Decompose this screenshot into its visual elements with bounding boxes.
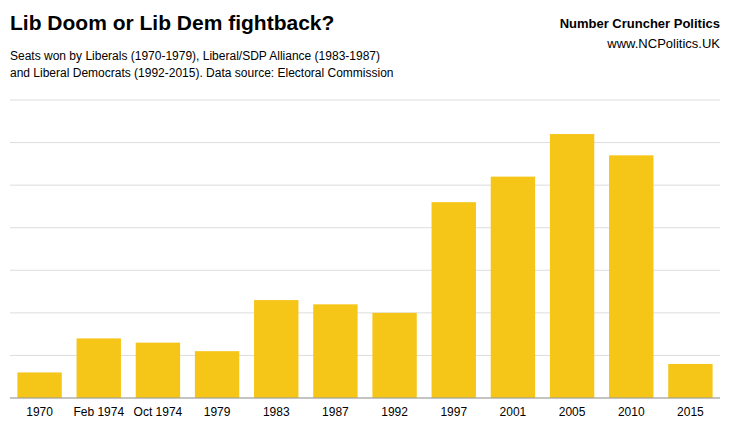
- bar: [17, 372, 61, 398]
- bar: [195, 351, 239, 398]
- title: Lib Doom or Lib Dem fightback?: [10, 11, 334, 34]
- x-tick-label: Feb 1974: [73, 405, 124, 419]
- bar: [77, 338, 121, 398]
- x-tick-label: 1992: [381, 405, 408, 419]
- grid: [10, 100, 720, 398]
- grid-line: [10, 398, 720, 399]
- x-tick-label: Oct 1974: [134, 405, 183, 419]
- subtitle: Seats won by Liberals (1970-1979), Liber…: [10, 49, 380, 63]
- bar: [491, 177, 535, 398]
- bar: [254, 300, 298, 398]
- x-tick-label: 1979: [204, 405, 231, 419]
- grid-line: [10, 142, 720, 143]
- x-tick-label: 1997: [440, 405, 467, 419]
- x-tick-label: 1970: [26, 405, 53, 419]
- bar: [372, 313, 416, 398]
- bars: [17, 134, 712, 398]
- x-tick-label: 1983: [263, 405, 290, 419]
- background: [0, 0, 730, 430]
- x-tick-label: 1987: [322, 405, 349, 419]
- baseline: [10, 398, 720, 399]
- x-tick-label: 2005: [559, 405, 586, 419]
- bar: [313, 304, 357, 398]
- bar: [136, 343, 180, 398]
- annotation: www.NCPolitics.UK: [606, 36, 720, 51]
- annotation: Number Cruncher Politics: [560, 16, 720, 31]
- chart: Lib Doom or Lib Dem fightback? Seats won …: [0, 0, 730, 430]
- subtitle: and Liberal Democrats (1992-2015). Data …: [10, 66, 394, 80]
- bar: [432, 202, 476, 398]
- grid-line: [10, 100, 720, 101]
- x-tick-label: 2001: [500, 405, 527, 419]
- x-tick-label: 2015: [677, 405, 704, 419]
- x-tick-label: 2010: [618, 405, 645, 419]
- bar: [668, 364, 712, 398]
- bar: [609, 155, 653, 398]
- bar: [550, 134, 594, 398]
